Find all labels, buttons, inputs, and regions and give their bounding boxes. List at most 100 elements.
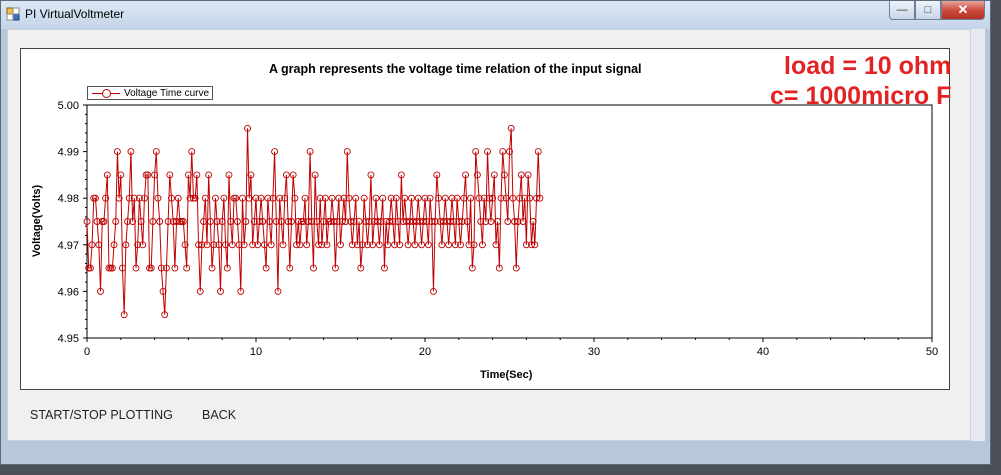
data-point-marker [200,218,208,225]
data-point-marker [502,194,510,202]
data-point-marker [193,171,201,179]
data-point-marker [531,241,539,249]
data-point-marker [386,218,393,225]
data-point-marker [313,218,321,225]
data-point-marker [239,194,246,202]
data-point-marker [159,287,167,295]
data-point-marker [206,218,214,225]
data-point-marker [232,194,240,202]
data-point-marker [536,194,544,202]
series-line [86,128,541,315]
data-point-marker [86,264,94,272]
data-point-marker [418,241,426,249]
data-point-marker [108,264,116,272]
data-point-marker [331,264,339,272]
minimize-button[interactable]: — [889,1,915,20]
data-point-marker [244,124,252,132]
close-icon: ✕ [957,2,969,17]
data-point-marker [130,194,138,202]
data-point-marker [406,218,414,225]
data-point-marker [514,218,522,225]
data-point-marker [291,194,299,202]
y-tick-label: 4.96 [58,286,79,298]
data-point-marker [220,194,228,202]
vertical-scrollbar[interactable] [971,29,985,441]
data-point-marker [247,171,255,179]
data-point-marker [328,194,336,202]
data-point-marker [340,194,348,202]
data-point-marker [362,218,370,225]
data-point-marker [526,194,534,202]
data-point-marker [348,241,356,249]
data-point-marker [470,241,478,249]
data-point-marker [252,194,260,202]
data-point-marker [281,194,289,202]
data-point-marker [347,218,355,225]
data-point-marker [379,194,387,202]
data-point-marker [141,194,148,202]
data-point-marker [453,194,461,202]
data-point-marker [304,218,312,225]
data-point-marker [458,218,466,225]
data-point-marker [127,148,135,156]
data-point-marker [217,287,224,295]
data-point-marker [365,218,373,225]
data-point-marker [392,194,400,202]
y-tick-label: 4.95 [58,333,79,345]
data-point-marker [218,218,226,225]
data-point-marker [433,171,441,179]
data-point-marker [460,194,468,202]
data-point-marker [272,218,280,225]
data-point-marker [169,218,177,225]
data-point-marker [477,218,485,225]
data-point-marker [485,194,493,202]
data-point-marker [512,264,520,272]
data-point-marker [161,311,169,319]
maximize-button[interactable]: □ [915,1,941,20]
data-point-marker [343,148,351,156]
data-point-marker [279,241,287,249]
data-point-marker [374,218,382,225]
data-point-marker [284,218,292,225]
data-point-marker [414,194,422,202]
window-title: PI VirtualVoltmeter [25,7,125,21]
x-tick-label: 10 [250,346,262,358]
data-point-marker [215,241,223,249]
start-stop-plotting-button[interactable]: START/STOP PLOTTING [30,408,173,422]
back-button[interactable]: BACK [202,408,237,422]
data-point-marker [110,241,118,249]
data-point-marker [134,241,142,249]
data-point-marker [484,148,491,156]
minimize-icon: — [896,4,908,16]
data-point-marker [359,241,366,249]
data-point-marker [394,218,402,225]
data-point-marker [445,241,453,249]
data-point-marker [409,218,417,225]
data-point-marker [337,241,344,249]
x-tick-label: 0 [84,346,90,358]
data-point-marker [316,194,324,202]
maximize-icon: □ [924,4,932,16]
data-point-marker [472,148,480,156]
legend-label: Voltage Time curve [124,88,210,99]
data-point-marker [242,218,250,225]
data-point-marker [286,264,294,272]
x-tick-label: 40 [757,346,769,358]
data-point-marker [162,264,170,272]
data-point-marker [179,218,187,225]
data-point-marker [522,241,530,249]
y-tick-label: 5.00 [58,100,79,112]
data-point-marker [504,218,512,225]
chart-legend: Voltage Time curve [87,86,214,100]
data-point-marker [306,148,314,156]
data-point-marker [250,218,258,225]
data-point-marker [521,194,529,202]
data-point-marker [519,218,527,225]
data-point-marker [122,241,130,249]
close-button[interactable]: ✕ [941,1,985,20]
data-point-marker [296,241,304,249]
data-point-marker [213,218,221,225]
title-bar[interactable]: PI VirtualVoltmeter — □ ✕ [1,1,990,29]
legend-marker-icon [92,89,120,98]
data-point-marker [528,241,535,249]
